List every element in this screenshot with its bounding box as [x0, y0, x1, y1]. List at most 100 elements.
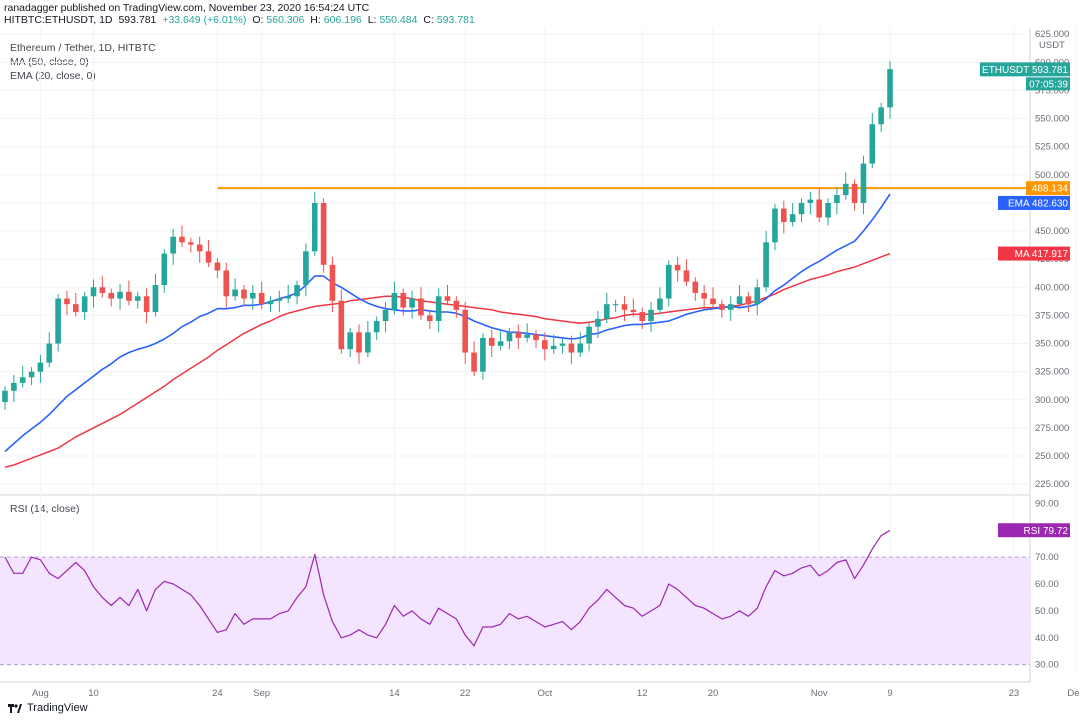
publisher-line: ranadagger published on TradingView.com,… [4, 2, 478, 26]
candle [648, 301, 654, 333]
candle [462, 301, 468, 364]
candle-body [117, 291, 123, 299]
candle [294, 280, 300, 305]
candle [134, 291, 141, 309]
candle [550, 334, 557, 354]
candle-body [887, 69, 893, 108]
candle [497, 330, 504, 351]
candle [869, 112, 876, 169]
candle-body [329, 264, 336, 301]
candle-body [807, 199, 814, 203]
candle [789, 202, 796, 227]
candle [382, 301, 389, 333]
time-tick-label: 24 [212, 688, 223, 699]
candle-body [294, 285, 300, 297]
candle-body [418, 298, 424, 316]
candle-body [515, 332, 522, 338]
candle-body [64, 298, 70, 305]
time-tick-label: 12 [637, 688, 648, 699]
last-price-tag: ETHUSDT 593.781 [980, 62, 1070, 77]
candle-body [400, 292, 407, 308]
open-value: 560.306 [266, 14, 305, 26]
last-price: 593.781 [118, 14, 157, 26]
ema-legend[interactable]: EMA (20, close, 0) [10, 70, 96, 82]
high-value: 606.196 [323, 14, 362, 26]
time-tick-label: 10 [88, 688, 99, 699]
rsi-tag-bg [998, 523, 1070, 538]
candle [444, 285, 451, 306]
candle-body [46, 343, 53, 363]
candle-body [524, 334, 530, 338]
candle-body [497, 341, 504, 346]
candle-body [73, 304, 79, 313]
candle-body [232, 289, 238, 297]
price-tick-label: 225.000 [1035, 479, 1069, 490]
candle-body [303, 251, 309, 286]
rsi-line [4, 529, 891, 647]
candle-body [878, 107, 884, 125]
candle-body [851, 183, 858, 203]
candle-body [559, 343, 566, 346]
candle [568, 335, 575, 364]
candle-body [373, 321, 380, 333]
candle [179, 225, 185, 247]
price-tick-label: 350.000 [1035, 339, 1069, 350]
candle [117, 283, 123, 310]
candle [736, 285, 743, 309]
candle [816, 188, 822, 223]
candle-body [276, 298, 283, 301]
rsi-tick-label: 50.00 [1035, 606, 1059, 617]
candle-body [81, 296, 88, 313]
candle-body [258, 292, 265, 305]
price-change: +33.649 (+6.01%) [162, 14, 247, 26]
candle-body [727, 304, 734, 310]
candle [471, 341, 477, 377]
candle [657, 287, 663, 315]
candle [427, 310, 433, 329]
candle-body [28, 371, 35, 378]
time-tick-label: 22 [460, 688, 471, 699]
candle-body [639, 312, 645, 322]
candle-body [143, 296, 150, 313]
candle [418, 287, 424, 320]
candle-body [267, 300, 274, 305]
candle [55, 294, 61, 352]
candle [453, 296, 460, 318]
rsi-legend[interactable]: RSI (14, close) [10, 503, 80, 515]
candle [612, 299, 619, 313]
close-value: 593.781 [436, 14, 475, 26]
candle-body [657, 298, 663, 310]
rsi-tick-label: 70.00 [1035, 552, 1059, 563]
candle [205, 240, 212, 268]
candle-body [612, 304, 619, 306]
candle-body [683, 270, 690, 282]
candle-body [409, 298, 415, 308]
candle [506, 327, 513, 350]
ema-tag-bg [998, 195, 1070, 210]
candle-body [214, 262, 221, 271]
candle-body [621, 304, 628, 310]
time-tick-label: Oct [537, 688, 552, 699]
price-tick-label: 625.000 [1035, 29, 1069, 40]
candle [11, 375, 17, 403]
candle-body [542, 340, 548, 350]
candle [727, 296, 734, 322]
time-axis[interactable]: Aug 10 24 Sep 14 22 Oct 12 20 Nov 9 23 Dec [32, 688, 1080, 699]
candle-body [134, 296, 141, 301]
candle [807, 191, 814, 215]
candle [719, 299, 725, 318]
resistance-tag: 488.134 [1026, 181, 1070, 196]
candle [745, 291, 752, 313]
candle [267, 296, 274, 313]
time-tick-label: Dec [1067, 688, 1080, 699]
candle [241, 285, 247, 307]
candle [435, 288, 442, 333]
candle [763, 231, 769, 292]
candle [232, 278, 238, 301]
candle [674, 256, 681, 282]
candle [196, 236, 203, 263]
time-tick-label: Nov [811, 688, 828, 699]
last-price-tag-text: ETHUSDT 593.781 [982, 65, 1068, 76]
candle [665, 260, 672, 307]
